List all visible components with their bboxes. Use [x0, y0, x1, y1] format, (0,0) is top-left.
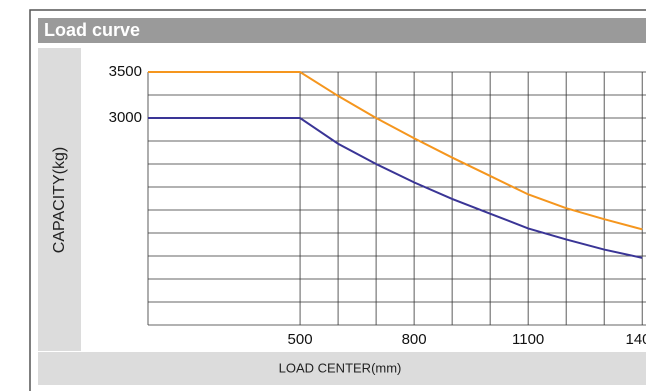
series-line — [148, 71, 643, 231]
x-tick-label: 800 — [402, 331, 427, 348]
x-label-panel — [38, 352, 646, 385]
series-line — [148, 117, 643, 259]
frame — [29, 9, 646, 391]
x-tick-label: 1400 — [626, 331, 646, 348]
x-axis-label: LOAD CENTER(mm) — [279, 360, 402, 375]
y-label-panel — [38, 48, 81, 351]
y-tick-label: 3500 — [109, 63, 142, 80]
y-axis-label: CAPACITY(kg) — [51, 147, 68, 253]
header-bar — [38, 18, 646, 43]
chart-title: Load curve — [44, 20, 140, 40]
y-tick-label: 3000 — [109, 109, 142, 126]
x-tick-label: 500 — [288, 331, 313, 348]
x-tick-label: 1100 — [512, 331, 544, 348]
